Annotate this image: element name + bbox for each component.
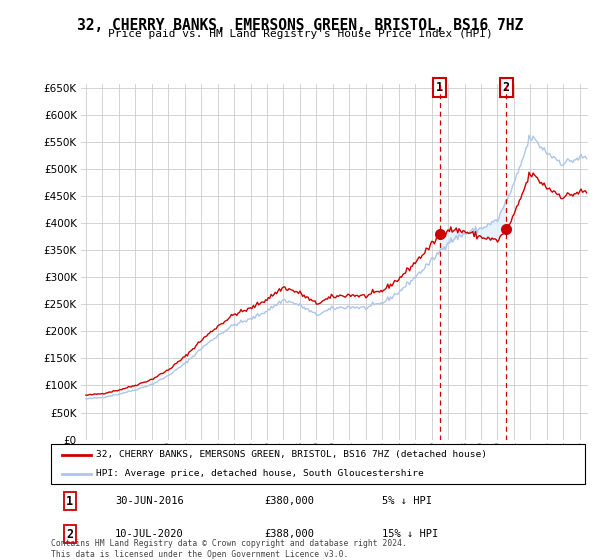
Text: 1: 1	[66, 495, 73, 508]
Text: 5% ↓ HPI: 5% ↓ HPI	[382, 496, 432, 506]
FancyBboxPatch shape	[51, 444, 585, 484]
Text: £380,000: £380,000	[265, 496, 314, 506]
Text: 2: 2	[503, 81, 510, 94]
Text: 10-JUL-2020: 10-JUL-2020	[115, 529, 184, 539]
Text: 2: 2	[66, 528, 73, 541]
Text: HPI: Average price, detached house, South Gloucestershire: HPI: Average price, detached house, Sout…	[97, 469, 424, 478]
Text: £388,000: £388,000	[265, 529, 314, 539]
Text: 32, CHERRY BANKS, EMERSONS GREEN, BRISTOL, BS16 7HZ (detached house): 32, CHERRY BANKS, EMERSONS GREEN, BRISTO…	[97, 450, 487, 459]
Text: 1: 1	[436, 81, 443, 94]
Text: Price paid vs. HM Land Registry's House Price Index (HPI): Price paid vs. HM Land Registry's House …	[107, 29, 493, 39]
Text: 32, CHERRY BANKS, EMERSONS GREEN, BRISTOL, BS16 7HZ: 32, CHERRY BANKS, EMERSONS GREEN, BRISTO…	[77, 18, 523, 34]
Text: 15% ↓ HPI: 15% ↓ HPI	[382, 529, 439, 539]
Text: 30-JUN-2016: 30-JUN-2016	[115, 496, 184, 506]
Text: Contains HM Land Registry data © Crown copyright and database right 2024.
This d: Contains HM Land Registry data © Crown c…	[51, 539, 407, 559]
